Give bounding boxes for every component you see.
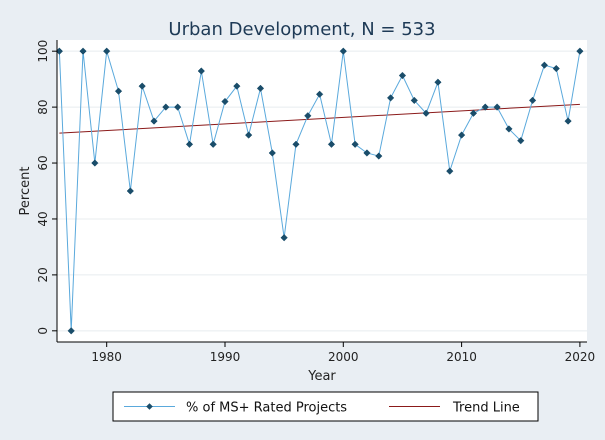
data-point (209, 140, 217, 148)
x-tick-label: 1980 (91, 350, 122, 364)
data-point (386, 94, 395, 102)
legend-box (112, 391, 539, 422)
data-point (174, 103, 182, 111)
data-point (197, 67, 205, 75)
data-point (79, 47, 87, 55)
data-point (481, 103, 489, 111)
y-tick-label: 60 (36, 155, 50, 170)
data-point (67, 327, 75, 335)
data-point (375, 152, 383, 160)
data-point (540, 61, 549, 69)
y-axis-title: Percent (18, 167, 33, 216)
x-tick-label: 2010 (446, 350, 477, 364)
data-point (327, 140, 336, 148)
data-point (304, 112, 312, 120)
data-point (244, 131, 253, 139)
legend-label-trend: Trend Line (452, 401, 520, 416)
data-point (91, 159, 99, 167)
y-tick-label: 40 (36, 211, 50, 226)
chart-title: Urban Development, N = 533 (168, 19, 435, 40)
data-point (410, 96, 418, 105)
data-point (505, 125, 513, 133)
data-point (256, 84, 265, 93)
data-point (576, 47, 584, 55)
data-point (517, 137, 525, 145)
data-point (446, 167, 454, 175)
data-point (528, 96, 537, 105)
x-tick-label: 2000 (328, 350, 359, 364)
x-tick-label: 1990 (210, 350, 241, 364)
data-point (185, 140, 194, 148)
data-point (564, 117, 572, 125)
data-point (469, 109, 478, 117)
data-point (126, 187, 135, 195)
data-point (457, 131, 466, 139)
data-point (233, 82, 241, 90)
y-tick-label: 20 (36, 267, 50, 282)
data-point (150, 117, 158, 125)
data-point (280, 234, 288, 242)
y-tick-label: 80 (36, 99, 50, 114)
x-axis-title: Year (307, 369, 336, 384)
y-tick-label: 100 (36, 40, 50, 63)
data-point (162, 103, 170, 111)
data-point (103, 47, 111, 55)
plot-area (57, 40, 587, 342)
data-point (315, 90, 324, 98)
x-tick-label: 2020 (565, 350, 596, 364)
data-point (221, 97, 229, 106)
data-point (292, 140, 300, 148)
data-point (493, 103, 501, 111)
data-point (363, 149, 371, 157)
data-point (351, 140, 359, 148)
data-point (138, 82, 146, 90)
legend-label-series: % of MS+ Rated Projects (186, 401, 347, 416)
legend-marker (146, 403, 153, 410)
data-point (114, 87, 123, 95)
y-tick-label: 0 (36, 327, 50, 335)
data-point (552, 64, 560, 73)
data-point (398, 71, 407, 80)
data-point (422, 109, 430, 117)
trend-line (59, 103, 580, 134)
data-point (339, 47, 347, 55)
data-point (268, 149, 276, 157)
data-point (434, 78, 442, 86)
